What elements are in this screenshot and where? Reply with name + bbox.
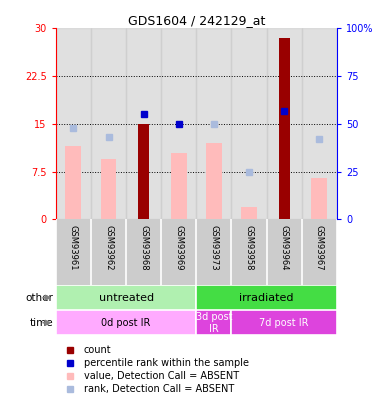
- Text: 3d post
IR: 3d post IR: [196, 312, 232, 334]
- Text: 7d post IR: 7d post IR: [259, 318, 309, 328]
- Bar: [100, 159, 116, 220]
- Bar: [56, 285, 196, 310]
- Text: count: count: [84, 345, 112, 355]
- Title: GDS1604 / 242129_at: GDS1604 / 242129_at: [128, 14, 265, 27]
- Bar: [231, 28, 266, 220]
- Bar: [241, 207, 257, 220]
- Bar: [231, 310, 337, 335]
- Bar: [302, 28, 337, 220]
- Text: GSM93967: GSM93967: [315, 225, 324, 270]
- Text: GSM93958: GSM93958: [244, 225, 254, 270]
- Bar: [196, 310, 231, 335]
- Text: time: time: [29, 318, 53, 328]
- Bar: [266, 28, 302, 220]
- Text: GSM93969: GSM93969: [174, 225, 183, 270]
- Text: value, Detection Call = ABSENT: value, Detection Call = ABSENT: [84, 371, 239, 382]
- Bar: [91, 28, 126, 220]
- Text: irradiated: irradiated: [239, 293, 294, 303]
- Bar: [65, 146, 81, 220]
- Bar: [161, 28, 196, 220]
- Bar: [279, 38, 290, 220]
- Bar: [311, 178, 327, 220]
- Bar: [56, 310, 196, 335]
- Bar: [171, 153, 187, 220]
- Bar: [56, 28, 91, 220]
- Bar: [196, 285, 337, 310]
- Text: 0d post IR: 0d post IR: [101, 318, 151, 328]
- Text: other: other: [25, 293, 53, 303]
- Text: untreated: untreated: [99, 293, 154, 303]
- Bar: [138, 124, 149, 220]
- Bar: [126, 28, 161, 220]
- Text: rank, Detection Call = ABSENT: rank, Detection Call = ABSENT: [84, 384, 234, 394]
- Bar: [196, 28, 231, 220]
- Text: GSM93968: GSM93968: [139, 225, 148, 270]
- Bar: [206, 143, 222, 220]
- Text: percentile rank within the sample: percentile rank within the sample: [84, 358, 249, 368]
- Text: GSM93961: GSM93961: [69, 225, 78, 270]
- Text: GSM93973: GSM93973: [209, 225, 218, 270]
- Text: GSM93962: GSM93962: [104, 225, 113, 270]
- Text: GSM93964: GSM93964: [280, 225, 289, 270]
